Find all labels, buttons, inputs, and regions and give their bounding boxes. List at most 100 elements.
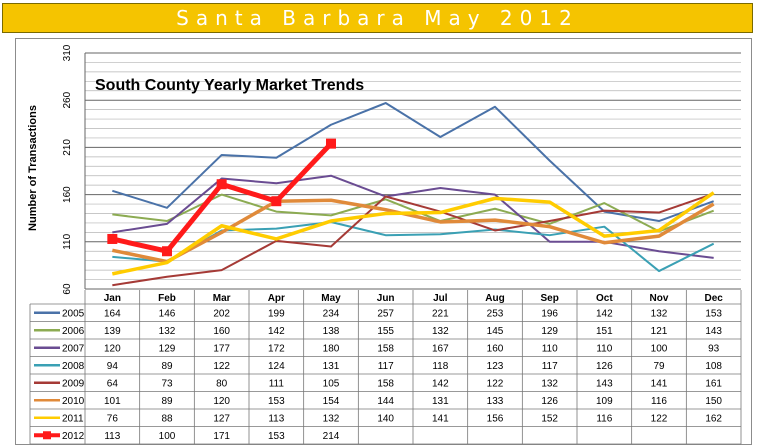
series-2011 xyxy=(111,191,715,276)
series-line-2005 xyxy=(112,102,715,223)
data-label: 171 xyxy=(213,431,230,442)
legend-entry-2010: 2010 xyxy=(34,396,85,407)
data-label: 139 xyxy=(104,326,121,337)
title-banner: Santa Barbara May 2012 xyxy=(2,3,753,33)
data-label: 162 xyxy=(705,413,722,424)
data-label: 89 xyxy=(161,396,173,407)
data-label: 129 xyxy=(159,343,176,354)
legend-label: 2011 xyxy=(62,413,84,424)
legend-entry-2011: 2011 xyxy=(34,413,84,424)
data-point xyxy=(326,138,336,149)
data-label: 150 xyxy=(705,396,722,407)
data-label: 143 xyxy=(705,326,722,337)
grid-lines xyxy=(84,52,741,290)
legend-label: 2008 xyxy=(62,361,85,372)
data-label: 93 xyxy=(708,343,720,354)
series-2005 xyxy=(112,102,715,223)
data-label: 152 xyxy=(541,413,558,424)
x-tick-label: Sep xyxy=(540,293,558,304)
data-label: 126 xyxy=(541,396,558,407)
legend-label: 2007 xyxy=(62,343,85,354)
data-point xyxy=(216,179,227,190)
data-label: 122 xyxy=(213,361,230,372)
legend-entry-2012: 2012 xyxy=(34,431,85,442)
data-label: 124 xyxy=(268,361,285,372)
banner-title: Santa Barbara May 2012 xyxy=(176,6,579,30)
data-label: 113 xyxy=(268,413,284,424)
y-tick-label: 60 xyxy=(62,283,73,295)
data-label: 142 xyxy=(268,326,285,337)
x-tick-label: Mar xyxy=(213,293,231,304)
data-label: 145 xyxy=(487,326,504,337)
data-label: 161 xyxy=(705,378,722,389)
x-tick-label: May xyxy=(321,293,341,304)
data-point xyxy=(162,246,172,257)
data-label: 113 xyxy=(104,431,120,442)
legend-entry-2007: 2007 xyxy=(34,343,85,354)
data-label: 123 xyxy=(487,361,504,372)
data-label: 156 xyxy=(487,413,504,424)
data-label: 234 xyxy=(323,308,340,319)
data-label: 132 xyxy=(541,378,558,389)
data-label: 180 xyxy=(323,343,340,354)
legend-label: 2009 xyxy=(62,378,85,389)
data-label: 127 xyxy=(213,413,230,424)
data-label: 141 xyxy=(432,413,449,424)
data-label: 172 xyxy=(268,343,285,354)
x-tick-label: Jul xyxy=(433,293,448,304)
data-label: 110 xyxy=(542,343,558,354)
x-tick-label: Feb xyxy=(158,293,176,304)
data-label: 117 xyxy=(542,361,558,372)
data-label: 117 xyxy=(378,361,394,372)
data-label: 80 xyxy=(216,378,228,389)
data-label: 132 xyxy=(432,326,449,337)
data-label: 153 xyxy=(268,396,285,407)
legend-entry-2005: 2005 xyxy=(34,308,85,319)
data-label: 257 xyxy=(377,308,394,319)
series-2010 xyxy=(111,198,715,264)
legend-label: 2006 xyxy=(62,326,85,337)
data-label: 221 xyxy=(432,308,449,319)
y-tick-label: 310 xyxy=(62,44,73,61)
y-axis-label: Number of Transactions xyxy=(27,105,39,231)
data-label: 140 xyxy=(377,413,394,424)
legend-label: 2012 xyxy=(62,431,85,442)
y-tick-label: 260 xyxy=(62,91,73,108)
data-label: 110 xyxy=(596,343,612,354)
data-label: 146 xyxy=(159,308,176,319)
legend-entry-2008: 2008 xyxy=(34,361,85,372)
data-label: 153 xyxy=(268,431,285,442)
data-label: 142 xyxy=(596,308,613,319)
series-line-2008 xyxy=(112,220,715,273)
data-label: 111 xyxy=(269,378,285,389)
data-label: 160 xyxy=(213,326,230,337)
series-2012 xyxy=(107,138,336,257)
data-label: 131 xyxy=(323,361,340,372)
y-tick-label: 210 xyxy=(62,139,73,156)
data-label: 94 xyxy=(107,361,119,372)
data-label: 89 xyxy=(161,361,173,372)
data-label: 101 xyxy=(104,396,121,407)
series-2009 xyxy=(112,192,714,287)
legend-label: 2005 xyxy=(62,308,85,319)
data-label: 132 xyxy=(651,308,668,319)
data-label: 100 xyxy=(651,343,668,354)
series-2008 xyxy=(112,220,715,273)
data-label: 122 xyxy=(487,378,504,389)
data-label: 160 xyxy=(487,343,504,354)
x-tick-label: Aug xyxy=(485,293,504,304)
series-line-2009 xyxy=(112,192,714,287)
data-label: 133 xyxy=(487,396,504,407)
data-label: 202 xyxy=(213,308,230,319)
series-lines xyxy=(107,102,715,287)
data-label: 132 xyxy=(323,413,340,424)
data-label: 143 xyxy=(596,378,613,389)
data-label: 144 xyxy=(377,396,394,407)
x-tick-label: Apr xyxy=(268,293,285,304)
data-table: Jan Feb Mar Apr May Jun Jul Aug Sep Oct Nov Dec 2005… xyxy=(29,290,742,445)
data-label: 155 xyxy=(377,326,394,337)
data-label: 108 xyxy=(705,361,722,372)
data-label: 116 xyxy=(651,396,667,407)
y-tick-label: 110 xyxy=(62,233,73,249)
